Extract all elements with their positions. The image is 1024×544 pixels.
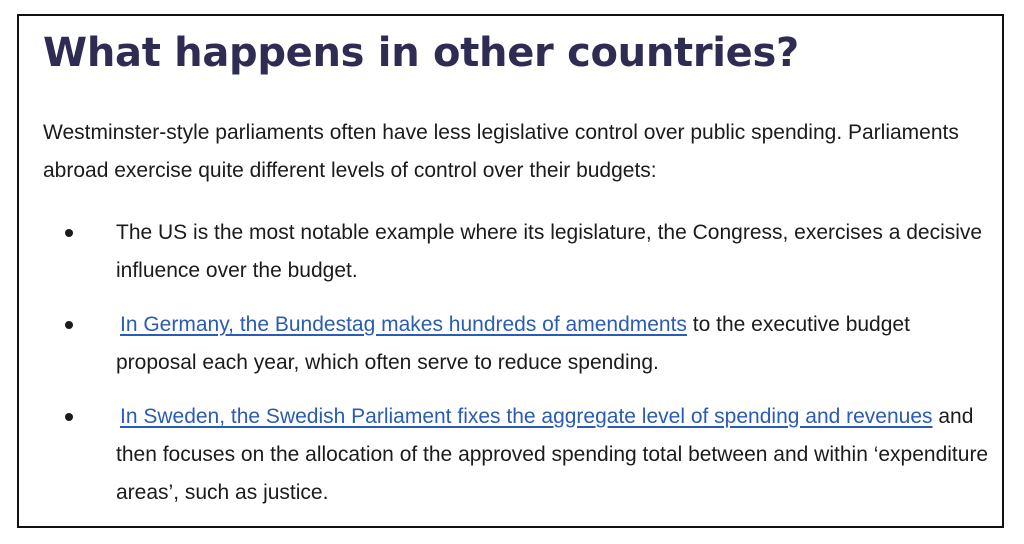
list-item-text: The US is the most notable example where… — [116, 221, 983, 282]
list-item-text: and then focuses on the allocation of th… — [116, 405, 989, 504]
bullet-icon — [65, 321, 73, 329]
country-list: The US is the most notable example where… — [43, 214, 993, 528]
content-frame: What happens in other countries? Westmin… — [17, 14, 1004, 528]
sweden-spending-link[interactable]: In Sweden, the Swedish Parliament fixes … — [120, 405, 933, 428]
intro-paragraph: Westminster-style parliaments often have… — [43, 121, 959, 182]
page-title: What happens in other countries? — [43, 30, 799, 76]
list-item-us: The US is the most notable example where… — [43, 214, 993, 290]
bullet-icon — [65, 229, 73, 237]
list-item-sweden: In Sweden, the Swedish Parliament fixes … — [43, 398, 993, 512]
list-item-germany: In Germany, the Bundestag makes hundreds… — [43, 306, 993, 382]
germany-amendments-link[interactable]: In Germany, the Bundestag makes hundreds… — [120, 313, 687, 336]
list-item-text: to the executive budget proposal each ye… — [116, 313, 910, 374]
bullet-icon — [65, 413, 73, 421]
